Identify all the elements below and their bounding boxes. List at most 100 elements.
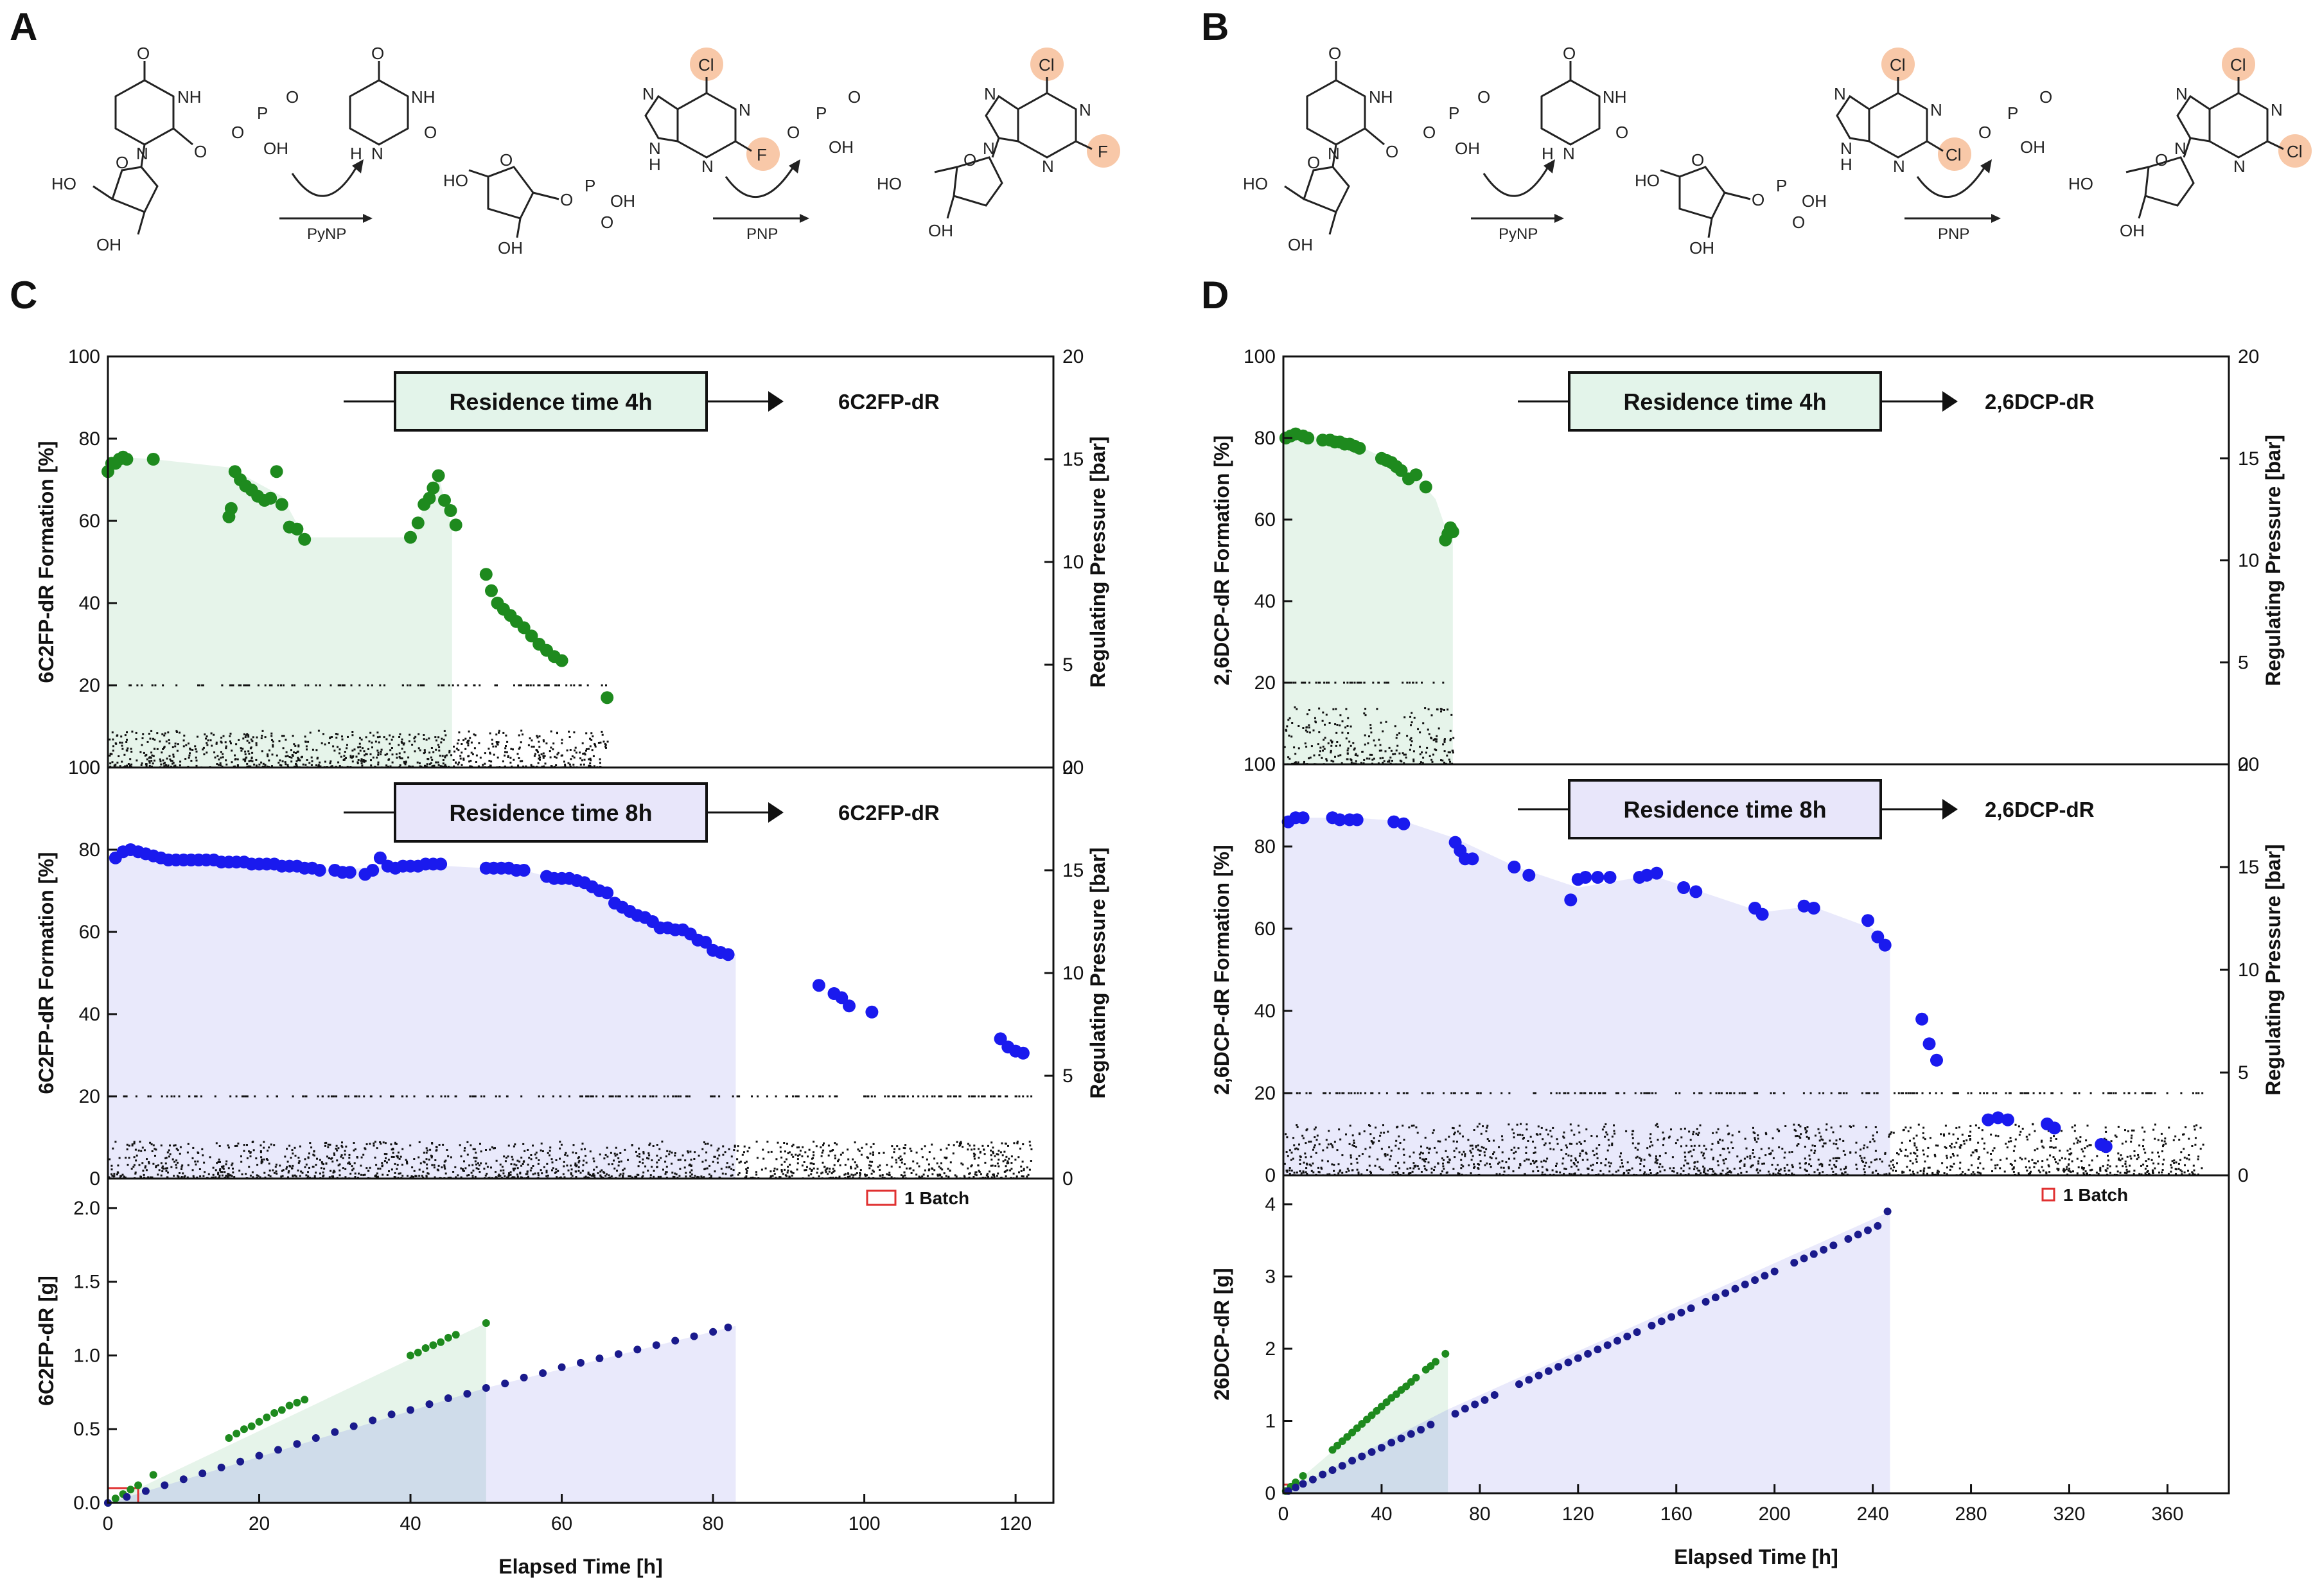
pressure-point xyxy=(1370,731,1373,733)
pressure-point xyxy=(1348,1092,1350,1094)
pressure-point xyxy=(1339,1092,1341,1094)
pressure-point xyxy=(1523,1137,1525,1139)
pressure-point xyxy=(1389,757,1392,759)
pressure-point xyxy=(1323,681,1326,684)
pressure-point xyxy=(504,1160,507,1162)
pressure-point xyxy=(601,684,603,687)
pressure-point xyxy=(281,760,284,762)
pressure-point xyxy=(276,1172,278,1175)
pressure-point xyxy=(489,751,491,754)
pressure-point xyxy=(1951,1166,1953,1168)
pressure-point xyxy=(2107,1092,2110,1094)
pressure-point xyxy=(604,1175,607,1177)
pressure-point xyxy=(1632,1137,1634,1139)
sugar-p: P xyxy=(585,176,595,195)
product-n1: N xyxy=(1079,100,1091,119)
pressure-point xyxy=(1986,1152,1989,1154)
pressure-point xyxy=(132,1166,135,1168)
pressure-point xyxy=(206,744,209,746)
pressure-point xyxy=(973,1144,976,1147)
pressure-point xyxy=(335,1095,338,1098)
pressure-point xyxy=(1605,1131,1608,1134)
pressure-point xyxy=(1485,1148,1488,1150)
pressure-point xyxy=(376,750,379,752)
pressure-point xyxy=(348,1161,351,1164)
base-b-n9: N xyxy=(1840,139,1852,158)
pressure-point xyxy=(358,742,361,745)
pressure-point xyxy=(403,760,405,763)
pressure-point xyxy=(599,1174,602,1177)
pressure-point xyxy=(859,1174,861,1177)
pressure-point xyxy=(1363,1130,1366,1132)
pressure-point xyxy=(1717,1128,1720,1130)
pressure-point xyxy=(496,684,498,687)
pressure-point xyxy=(1339,1169,1342,1171)
pressure-point xyxy=(651,1166,653,1168)
pressure-point xyxy=(593,1168,595,1171)
pressure-point xyxy=(792,1143,795,1146)
pressure-point xyxy=(613,1167,616,1170)
y2-tick-label: 15 xyxy=(1062,449,1084,470)
pressure-point xyxy=(2061,1157,2063,1159)
pressure-point xyxy=(110,753,113,755)
pressure-point xyxy=(154,1155,156,1157)
nucleoside-ho: HO xyxy=(51,174,76,193)
pressure-point xyxy=(337,1164,340,1167)
pressure-point xyxy=(340,1154,343,1157)
pressure-point xyxy=(319,684,321,687)
pressure-point xyxy=(307,741,310,743)
pressure-point xyxy=(499,1175,502,1177)
pressure-point xyxy=(960,1162,963,1164)
pressure-point xyxy=(664,1173,667,1175)
pressure-point xyxy=(330,1170,332,1172)
pressure-point xyxy=(1297,761,1299,764)
pressure-point xyxy=(1352,742,1355,744)
pressure-point xyxy=(1411,1170,1414,1173)
pressure-point xyxy=(1313,754,1315,757)
phosphate-o1: O xyxy=(231,123,244,142)
pressure-point xyxy=(1503,1170,1506,1173)
pressure-point xyxy=(1361,1153,1364,1155)
pressure-point xyxy=(595,1095,598,1098)
pressure-point xyxy=(125,1095,128,1098)
pressure-point xyxy=(1325,1139,1328,1141)
pressure-point xyxy=(1743,1163,1746,1166)
pressure-point xyxy=(1855,1163,1858,1166)
pressure-point xyxy=(831,1150,833,1152)
halo-cl xyxy=(690,48,723,81)
pressure-point xyxy=(829,1168,831,1170)
pressure-point xyxy=(111,761,114,764)
pressure-point xyxy=(322,1171,324,1174)
pressure-point xyxy=(1722,1159,1725,1161)
y2-axis-title: Regulating Pressure [bar] xyxy=(2262,435,2285,686)
pressure-point xyxy=(557,1170,559,1172)
pressure-point xyxy=(710,1175,712,1177)
pressure-point xyxy=(1916,1155,1919,1157)
pressure-point xyxy=(1608,1170,1611,1173)
pressure-point xyxy=(627,1159,629,1161)
pressure-point xyxy=(1913,1152,1915,1154)
pressure-point xyxy=(430,756,432,759)
data-point xyxy=(369,1416,377,1425)
pressure-point xyxy=(1817,1159,1820,1161)
pressure-point xyxy=(811,1169,813,1171)
pressure-point xyxy=(1356,1168,1359,1171)
pressure-point xyxy=(974,1173,976,1176)
pressure-point xyxy=(571,1175,574,1177)
pressure-point xyxy=(396,1168,398,1170)
pressure-point xyxy=(340,1144,343,1147)
pressure-point xyxy=(1890,1167,1892,1170)
pressure-point xyxy=(2096,1155,2098,1157)
pressure-point xyxy=(2055,1161,2057,1164)
pressure-point xyxy=(1373,1137,1375,1139)
pressure-point xyxy=(1442,1165,1445,1168)
pressure-point xyxy=(438,750,441,752)
pressure-point xyxy=(1451,750,1454,752)
pressure-point xyxy=(797,1095,800,1098)
pressure-point xyxy=(522,1161,525,1163)
pressure-point xyxy=(250,738,252,741)
pressure-point xyxy=(1469,1150,1472,1152)
pressure-point xyxy=(273,1144,276,1146)
pressure-point xyxy=(411,744,414,746)
pressure-point xyxy=(1353,747,1356,750)
